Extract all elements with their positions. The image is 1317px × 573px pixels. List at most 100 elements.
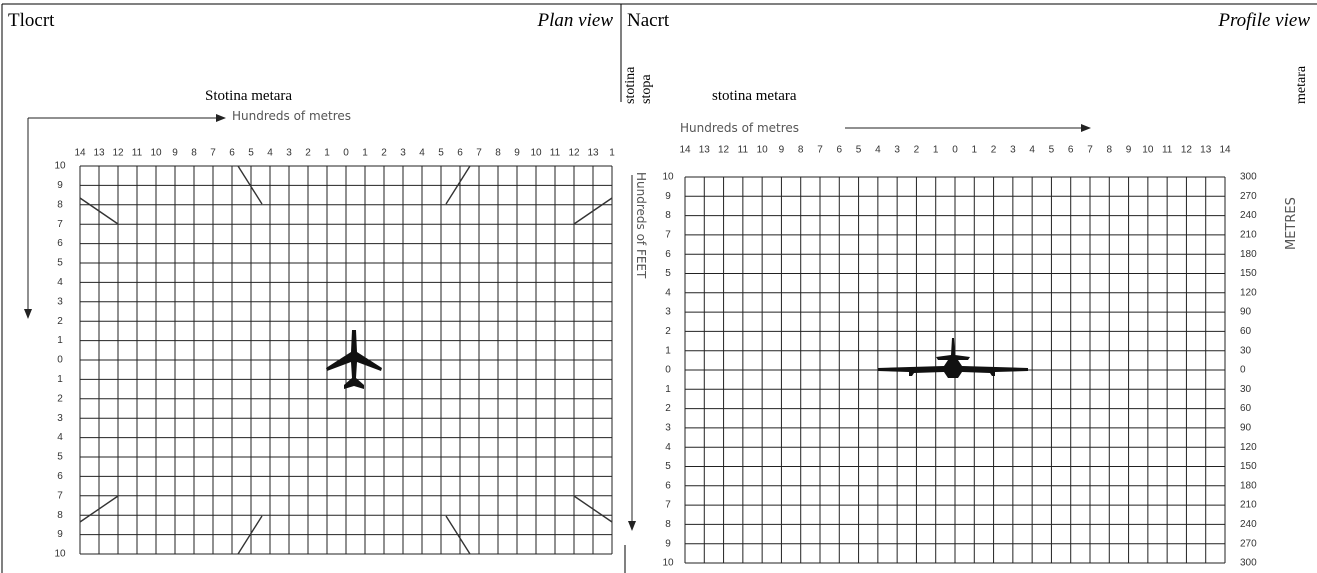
- panel-subtitle: Plan view: [537, 10, 614, 31]
- x-tick-label: 3: [400, 148, 406, 159]
- x-tick-label: 12: [1181, 145, 1193, 156]
- x-tick-label: 9: [514, 148, 520, 159]
- x-tick-label: 7: [1087, 145, 1093, 156]
- y-tick-label: 10: [54, 549, 66, 560]
- x-tick-label: 8: [495, 148, 501, 159]
- x-tick-label: 2: [381, 148, 387, 159]
- x-tick-label: 12: [112, 148, 124, 159]
- metre-tick-label: 240: [1240, 519, 1257, 530]
- y-tick-label: 2: [57, 316, 63, 327]
- metre-tick-label: 120: [1240, 442, 1257, 453]
- x-tick-label: 2: [305, 148, 311, 159]
- x-tick-label: 4: [267, 148, 273, 159]
- x-tick-label: 9: [779, 145, 785, 156]
- x-tick-label: 9: [1126, 145, 1132, 156]
- y-tick-label: 5: [57, 258, 63, 269]
- x-tick-label: 1: [362, 148, 368, 159]
- y-tick-label: 4: [665, 442, 671, 453]
- x-tick-label: 4: [419, 148, 425, 159]
- x-tick-label: 2: [914, 145, 920, 156]
- x-tick-label: 6: [229, 148, 235, 159]
- x-tick-label: 8: [191, 148, 197, 159]
- y-tick-label: 6: [57, 238, 63, 249]
- y-tick-label: 1: [665, 345, 671, 356]
- y-tick-label: 4: [665, 287, 671, 298]
- x-tick-label: 10: [530, 148, 542, 159]
- x-tick-label: 9: [172, 148, 178, 159]
- x-tick-label: 1: [609, 148, 615, 159]
- axis-label-local: metara: [1294, 65, 1309, 104]
- axis-label: Hundreds of metres: [232, 109, 351, 123]
- y-tick-label: 2: [665, 326, 671, 337]
- metre-tick-label: 120: [1240, 287, 1257, 298]
- x-tick-label: 8: [1107, 145, 1113, 156]
- x-tick-label: 10: [150, 148, 162, 159]
- x-tick-label: 11: [738, 145, 749, 156]
- y-tick-label: 8: [57, 199, 63, 210]
- x-tick-label: 1: [324, 148, 330, 159]
- metre-tick-label: 90: [1240, 423, 1252, 434]
- x-tick-label: 5: [856, 145, 862, 156]
- x-tick-label: 6: [837, 145, 843, 156]
- y-tick-label: 7: [57, 219, 63, 230]
- y-tick-label: 10: [662, 172, 674, 183]
- x-tick-label: 3: [894, 145, 900, 156]
- metre-tick-label: 150: [1240, 268, 1257, 279]
- metre-tick-label: 270: [1240, 538, 1257, 549]
- x-tick-label: 13: [587, 148, 599, 159]
- metre-tick-label: 150: [1240, 461, 1257, 472]
- axis-label: METRES: [1284, 197, 1299, 250]
- y-tick-label: 5: [665, 268, 671, 279]
- y-tick-label: 2: [57, 393, 63, 404]
- y-tick-label: 7: [57, 490, 63, 501]
- metre-tick-label: 180: [1240, 480, 1257, 491]
- y-tick-label: 4: [57, 432, 63, 443]
- y-tick-label: 9: [665, 538, 671, 549]
- metre-tick-label: 180: [1240, 249, 1257, 260]
- x-tick-label: 12: [718, 145, 730, 156]
- metre-tick-label: 30: [1240, 384, 1252, 395]
- x-tick-label: 13: [1200, 145, 1212, 156]
- y-tick-label: 3: [57, 296, 63, 307]
- y-tick-label: 6: [57, 471, 63, 482]
- x-tick-label: 14: [1219, 145, 1231, 156]
- y-tick-label: 3: [665, 307, 671, 318]
- x-tick-label: 14: [74, 148, 86, 159]
- x-tick-label: 4: [1029, 145, 1035, 156]
- panel-title: Nacrt: [627, 10, 670, 31]
- y-tick-label: 6: [665, 480, 671, 491]
- x-tick-label: 10: [757, 145, 769, 156]
- y-tick-label: 10: [54, 161, 66, 172]
- y-tick-label: 3: [57, 413, 63, 424]
- y-tick-label: 2: [665, 403, 671, 414]
- x-tick-label: 8: [798, 145, 804, 156]
- axis-label: Hundreds of FEET: [634, 172, 648, 279]
- metre-tick-label: 210: [1240, 230, 1257, 241]
- y-tick-label: 8: [57, 510, 63, 521]
- aircraft-plan: [326, 330, 382, 389]
- metre-tick-label: 60: [1240, 326, 1252, 337]
- axis-label-local: Stotina metara: [205, 88, 292, 104]
- y-tick-label: 5: [665, 461, 671, 472]
- x-tick-label: 5: [248, 148, 254, 159]
- metre-tick-label: 270: [1240, 191, 1257, 202]
- panel-subtitle: Profile view: [1217, 10, 1310, 31]
- y-tick-label: 3: [665, 423, 671, 434]
- y-tick-label: 5: [57, 452, 63, 463]
- metre-tick-label: 60: [1240, 403, 1252, 414]
- x-tick-label: 4: [875, 145, 881, 156]
- axis-label-local: stotina: [623, 66, 638, 104]
- metre-tick-label: 240: [1240, 210, 1257, 221]
- x-tick-label: 3: [1010, 145, 1016, 156]
- x-tick-label: 5: [1049, 145, 1055, 156]
- x-tick-label: 3: [286, 148, 292, 159]
- panel-title: Tlocrt: [8, 10, 55, 31]
- x-tick-label: 6: [1068, 145, 1074, 156]
- x-tick-label: 11: [550, 148, 561, 159]
- y-tick-label: 9: [665, 191, 671, 202]
- x-tick-label: 13: [699, 145, 711, 156]
- metre-tick-label: 210: [1240, 500, 1257, 511]
- y-tick-label: 6: [665, 249, 671, 260]
- axis-label: Hundreds of metres: [680, 121, 799, 135]
